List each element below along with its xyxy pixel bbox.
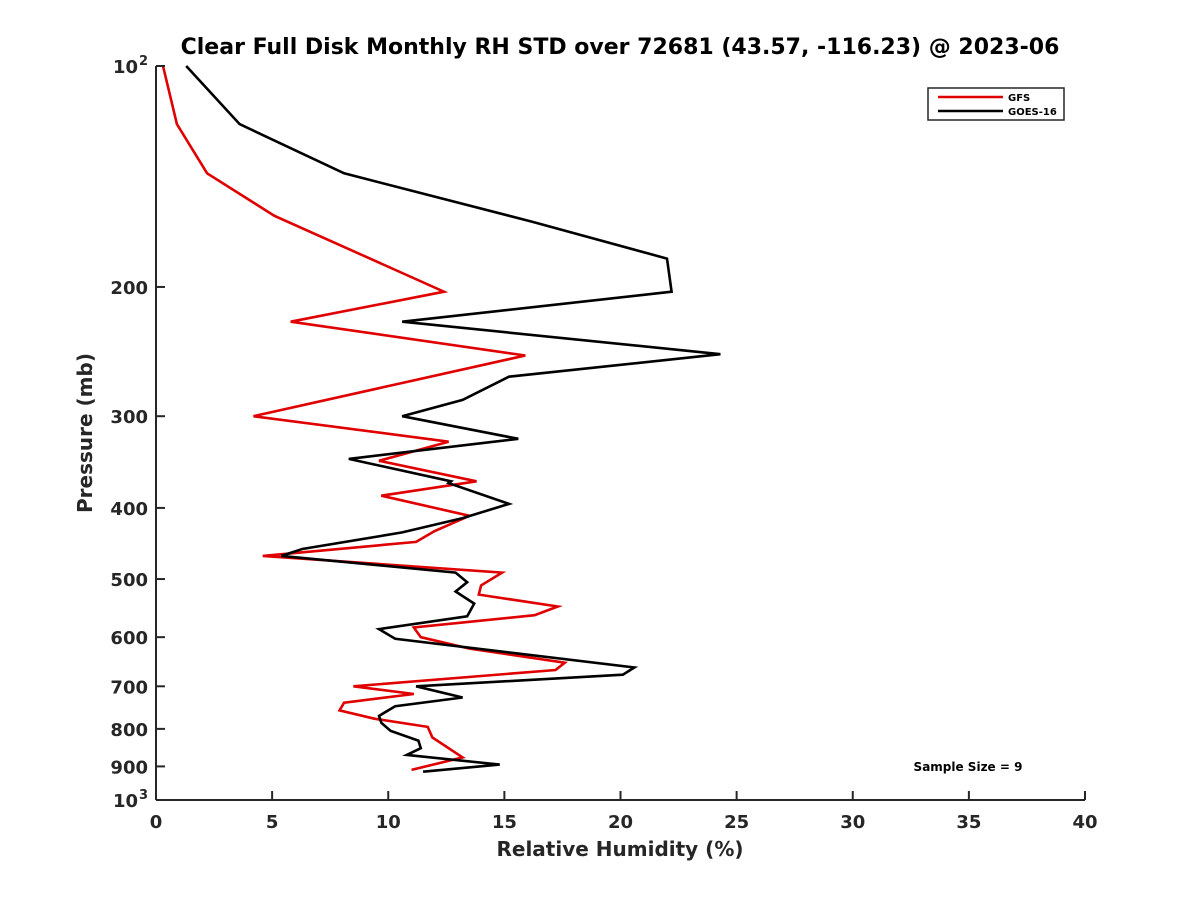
y-axis-label: Pressure (mb) — [73, 353, 97, 513]
x-tick-label: 40 — [1072, 812, 1097, 833]
y-tick-label: 800 — [110, 720, 148, 741]
legend-label-gfs: GFS — [1008, 93, 1030, 104]
legend-label-goes16: GOES-16 — [1008, 107, 1057, 118]
legend-box — [927, 87, 1065, 121]
y-tick-label: 600 — [110, 628, 148, 649]
chart-title: Clear Full Disk Monthly RH STD over 7268… — [181, 35, 1060, 60]
y-tick-label: 500 — [110, 570, 148, 591]
y-tick-label: 400 — [110, 499, 148, 520]
y-tick-label: 900 — [110, 757, 148, 778]
y-tick-label: 700 — [110, 677, 148, 698]
x-tick-label: 25 — [724, 812, 749, 833]
y-tick-label: 10 — [113, 791, 138, 812]
x-tick-label: 30 — [840, 812, 865, 833]
x-axis-label: Relative Humidity (%) — [496, 837, 743, 861]
x-tick-label: 5 — [266, 812, 279, 833]
y-tick-label: 300 — [110, 407, 148, 428]
x-tick-label: 20 — [608, 812, 633, 833]
x-tick-label: 10 — [376, 812, 401, 833]
y-tick-exponent: 2 — [139, 54, 148, 69]
y-tick-label: 10 — [113, 57, 138, 78]
x-tick-label: 0 — [150, 812, 163, 833]
y-tick-label: 200 — [110, 278, 148, 299]
series-line-gfs — [161, 65, 568, 772]
series-layer — [161, 65, 721, 773]
x-tick-label: 35 — [956, 812, 981, 833]
sample-size-annotation: Sample Size = 9 — [914, 760, 1023, 774]
x-tick-label: 15 — [492, 812, 517, 833]
y-tick-exponent: 3 — [139, 788, 148, 803]
legend: GFS GOES-16 — [927, 87, 1065, 121]
series-line-goes16 — [185, 65, 721, 773]
x-ticks: 0 5 10 15 20 25 30 35 40 — [150, 791, 1098, 833]
